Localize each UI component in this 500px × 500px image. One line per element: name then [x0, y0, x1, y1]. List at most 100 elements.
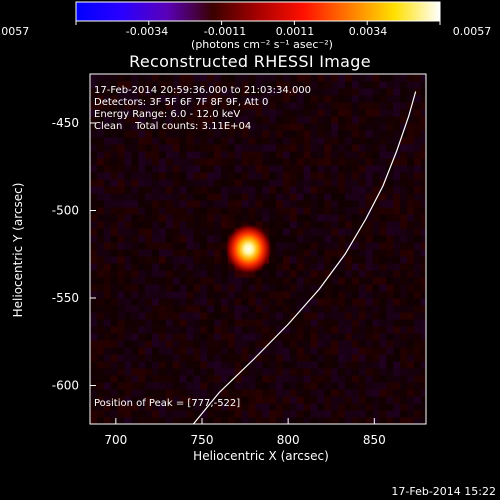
- heatmap-cell: [324, 403, 332, 411]
- heatmap-cell: [138, 193, 146, 201]
- heatmap-cell: [138, 109, 146, 117]
- heatmap-cell: [365, 109, 374, 117]
- heatmap-cell: [365, 207, 374, 215]
- heatmap-cell: [207, 291, 215, 299]
- heatmap-cell: [234, 74, 243, 82]
- heatmap-cell: [324, 312, 332, 320]
- heatmap-cell: [331, 88, 339, 96]
- heatmap-cell: [103, 270, 112, 278]
- heatmap-cell: [317, 305, 325, 313]
- heatmap-cell: [145, 235, 153, 243]
- heatmap-cell: [214, 109, 222, 117]
- heatmap-cell: [262, 291, 270, 299]
- heatmap-cell: [227, 207, 236, 215]
- heatmap-cell: [289, 270, 298, 278]
- heatmap-cell: [138, 291, 146, 299]
- heatmap-cell: [289, 137, 298, 145]
- heatmap-cell: [282, 158, 291, 166]
- heatmap-cell: [289, 179, 298, 187]
- heatmap-cell: [172, 228, 181, 236]
- heatmap-cell: [220, 396, 229, 404]
- heatmap-cell: [165, 333, 174, 341]
- heatmap-cell: [145, 144, 153, 152]
- heatmap-cell: [124, 88, 132, 96]
- heatmap-cell: [296, 81, 305, 89]
- heatmap-cell: [131, 165, 139, 173]
- heatmap-cell: [310, 151, 318, 159]
- heatmap-cell: [310, 312, 318, 320]
- heatmap-cell: [103, 333, 112, 341]
- heatmap-cell: [400, 95, 408, 103]
- heatmap-cell: [276, 270, 284, 278]
- heatmap-cell: [282, 109, 291, 117]
- heatmap-cell: [255, 123, 263, 131]
- heatmap-cell: [179, 214, 187, 222]
- heatmap-cell: [303, 74, 312, 82]
- heatmap-cell: [345, 277, 353, 285]
- heatmap-cell: [365, 186, 374, 194]
- heatmap-cell: [269, 109, 277, 117]
- heatmap-cell: [90, 284, 98, 292]
- heatmap-cell: [262, 417, 270, 424]
- heatmap-cell: [152, 193, 160, 201]
- heatmap-cell: [407, 130, 415, 138]
- heatmap-cell: [338, 410, 346, 418]
- heatmap-cell: [269, 284, 277, 292]
- heatmap-cell: [227, 319, 236, 327]
- heatmap-cell: [179, 102, 187, 110]
- heatmap-cell: [407, 179, 415, 187]
- heatmap-cell: [124, 81, 132, 89]
- heatmap-cell: [158, 172, 167, 180]
- heatmap-cell: [124, 326, 132, 334]
- heatmap-cell: [317, 130, 325, 138]
- heatmap-cell: [358, 354, 367, 362]
- heatmap-cell: [110, 396, 119, 404]
- heatmap-cell: [420, 277, 426, 285]
- heatmap-cell: [289, 298, 298, 306]
- heatmap-cell: [248, 340, 256, 348]
- heatmap-cell: [214, 242, 222, 250]
- heatmap-cell: [158, 347, 167, 355]
- heatmap-cell: [186, 249, 194, 257]
- heatmap-cell: [207, 130, 215, 138]
- heatmap-cell: [262, 361, 270, 369]
- heatmap-cell: [351, 382, 360, 390]
- heatmap-cell: [413, 74, 422, 82]
- heatmap-cell: [282, 193, 291, 201]
- heatmap-cell: [131, 354, 139, 362]
- heatmap-cell: [269, 186, 277, 194]
- heatmap-cell: [386, 326, 394, 334]
- heatmap-cell: [248, 326, 256, 334]
- heatmap-cell: [165, 368, 174, 376]
- heatmap-cell: [193, 340, 201, 348]
- heatmap-cell: [331, 326, 339, 334]
- heatmap-cell: [407, 361, 415, 369]
- heatmap-cell: [165, 193, 174, 201]
- heatmap-cell: [172, 312, 181, 320]
- heatmap-cell: [193, 221, 201, 229]
- heatmap-cell: [324, 263, 332, 271]
- heatmap-cell: [379, 242, 387, 250]
- heatmap-cell: [131, 256, 139, 264]
- heatmap-cell: [131, 410, 139, 418]
- heatmap-cell: [138, 382, 146, 390]
- heatmap-cell: [165, 305, 174, 313]
- heatmap-cell: [269, 242, 277, 250]
- heatmap-cell: [124, 172, 132, 180]
- heatmap-cell: [365, 116, 374, 124]
- heatmap-cell: [145, 375, 153, 383]
- heatmap-cell: [331, 389, 339, 397]
- heatmap-cell: [386, 340, 394, 348]
- heatmap-cell: [248, 179, 256, 187]
- heatmap-cell: [324, 291, 332, 299]
- heatmap-cell: [351, 319, 360, 327]
- heatmap-cell: [400, 172, 408, 180]
- heatmap-cell: [138, 74, 146, 82]
- heatmap-cell: [200, 277, 208, 285]
- heatmap-cell: [193, 403, 201, 411]
- heatmap-cell: [248, 368, 256, 376]
- heatmap-cell: [365, 375, 374, 383]
- heatmap-cell: [393, 137, 401, 145]
- heatmap-cell: [103, 88, 112, 96]
- heatmap-cell: [358, 137, 367, 145]
